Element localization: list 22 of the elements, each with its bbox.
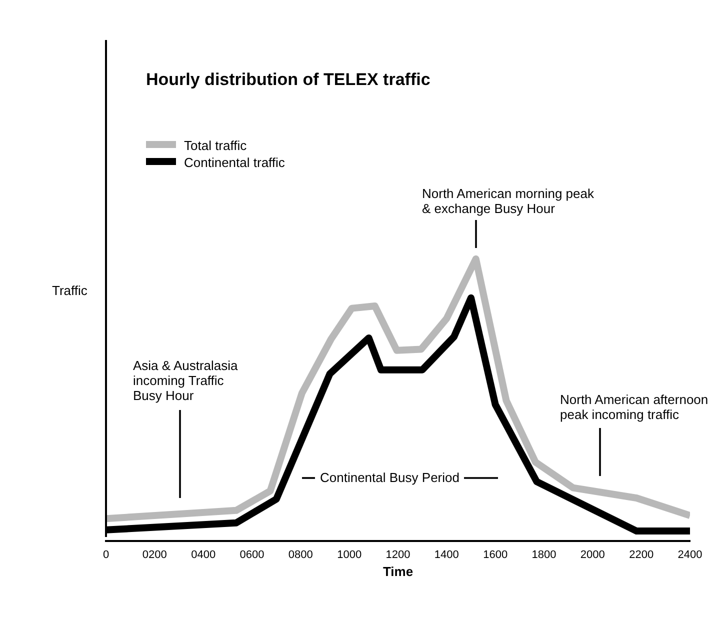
chart-title: Hourly distribution of TELEX traffic [146,70,430,89]
x-tick-label: 1000 [337,548,362,561]
x-axis-title: Time [382,564,414,579]
legend-label: Continental traffic [184,155,285,170]
x-tick-label: 1600 [483,548,508,561]
x-tick-label: 0400 [191,548,216,561]
x-tick-label: 2200 [629,548,654,561]
annotation: North American afternoon peak incoming traffic [560,392,708,422]
legend-label: Total traffic [184,138,247,153]
x-tick-label: 2000 [580,548,605,561]
x-tick-label: 0800 [288,548,313,561]
x-tick-label: 1800 [532,548,556,561]
y-axis-title: Traffic [52,283,88,298]
x-tick-label: 1400 [434,548,459,561]
annotation: Asia & Australasia incoming Traffic Busy Hour [133,358,238,403]
x-tick-label: 2400 [678,548,702,561]
x-tick-label: 0 [102,548,110,561]
x-tick-label: 0200 [142,548,167,561]
x-tick-label: 0600 [240,548,264,561]
x-tick-label: 1200 [386,548,410,561]
annotation: Continental Busy Period [320,470,460,485]
text: North American morning peak & exchange Busy Hour [422,186,594,216]
